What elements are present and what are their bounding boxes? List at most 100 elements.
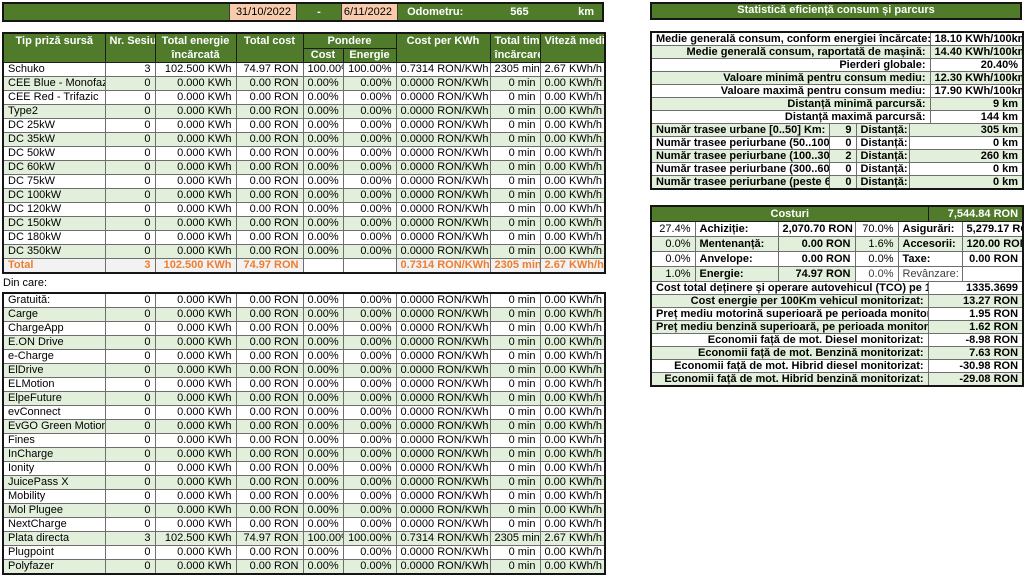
cell-time: 0 min: [489, 503, 541, 518]
cost-pct-b: 70.0%: [854, 220, 899, 237]
cell-sessions: 0: [104, 419, 156, 434]
provider-row: E.ON Drive 0 0.000 KWh 0.00 RON 0.00% 0.…: [2, 335, 606, 350]
summary-row-label: Economii față de mot. Hibrid benzină mon…: [650, 371, 929, 386]
cell-cost: 0.00 RON: [235, 104, 304, 119]
source-table-row: DC 50kW 0 0.000 KWh 0.00 RON 0.00% 0.00%…: [2, 146, 606, 161]
total-cost: 74.97 RON: [235, 258, 304, 274]
total-speed: 2.67 KWh/h: [539, 258, 606, 274]
cost-label-a: Achiziție:: [694, 220, 779, 237]
cell-source-name: DC 100kW: [2, 188, 106, 203]
cost-label-b: Accesorii:: [897, 235, 963, 252]
cell-speed: 0.00 KWh/h: [539, 363, 606, 378]
costs-header: Costuri 7,544.84 RON: [650, 205, 1024, 222]
cell-source-name: Type2: [2, 104, 106, 119]
provider-row: InCharge 0 0.000 KWh 0.00 RON 0.00% 0.00…: [2, 447, 606, 462]
cell-pct-energy: 0.00%: [342, 335, 397, 350]
cell-energy: 102.500 KWh: [154, 62, 237, 77]
provider-row: Polyfazer 0 0.000 KWh 0.00 RON 0.00% 0.0…: [2, 559, 606, 575]
cell-energy: 0.000 KWh: [154, 363, 237, 378]
cell-speed: 0.00 KWh/h: [539, 160, 606, 175]
cell-speed: 0.00 KWh/h: [539, 321, 606, 336]
provider-row: Gratuită: 0 0.000 KWh 0.00 RON 0.00% 0.0…: [2, 292, 606, 308]
header-total-time: Total timp încărcare: [489, 32, 541, 63]
date-to-cell[interactable]: 6/11/2022: [341, 4, 398, 20]
header-pondere-energy: Energie: [342, 48, 397, 63]
cell-cost: 0.00 RON: [235, 545, 304, 560]
date-from-cell[interactable]: 31/10/2022: [229, 4, 297, 20]
summary-row-value: 13.27 RON: [927, 293, 1024, 308]
cell-time: 0 min: [489, 419, 541, 434]
cell-pct-energy: 0.00%: [342, 244, 397, 259]
cell-speed: 0.00 KWh/h: [539, 517, 606, 532]
cell-pct-cost: 0.00%: [302, 545, 344, 560]
cost-value-b: 5,279.17 RON: [961, 220, 1024, 237]
cell-pct-energy: 0.00%: [342, 461, 397, 476]
cell-pct-cost: 0.00%: [302, 503, 344, 518]
stats-row: Valoare minimă pentru consum mediu: 12.3…: [650, 71, 1024, 85]
cell-provider-name: Plata directa: [2, 531, 106, 546]
cell-pct-cost: 0.00%: [302, 292, 344, 308]
cell-sessions: 0: [104, 335, 156, 350]
cell-time: 0 min: [489, 433, 541, 448]
total-row-body: Total 3 102.500 KWh 74.97 RON 0.7314 RON…: [2, 258, 606, 274]
cell-time: 0 min: [489, 349, 541, 364]
cell-time: 0 min: [489, 559, 541, 575]
cost-breakdown-row: 0.0% Mentenanță: 0.00 RON 1.6% Accesorii…: [650, 235, 1024, 252]
topbar-spacer: [4, 4, 229, 20]
total-row: Total 3 102.500 KWh 74.97 RON 0.7314 RON…: [2, 258, 606, 274]
cell-speed: 0.00 KWh/h: [539, 118, 606, 133]
cell-cost-per-kwh: 0.7314 RON/KWh: [395, 62, 491, 77]
cell-speed: 0.00 KWh/h: [539, 292, 606, 308]
header-total-time-line2: încărcare: [494, 49, 541, 61]
cell-energy: 0.000 KWh: [154, 230, 237, 245]
provider-row: evConnect 0 0.000 KWh 0.00 RON 0.00% 0.0…: [2, 405, 606, 420]
cost-value-a: 0.00 RON: [777, 235, 856, 252]
cell-cost-per-kwh: 0.0000 RON/KWh: [395, 559, 491, 575]
cell-energy: 0.000 KWh: [154, 104, 237, 119]
provider-row: JuicePass X 0 0.000 KWh 0.00 RON 0.00% 0…: [2, 475, 606, 490]
total-cost-per-kwh: 0.7314 RON/KWh: [395, 258, 491, 274]
cell-pct-energy: 0.00%: [342, 405, 397, 420]
stats-row: Medie generală consum, conform energiei …: [650, 31, 1024, 46]
total-pct-energy: [342, 258, 397, 274]
cell-energy: 0.000 KWh: [154, 405, 237, 420]
cell-time: 0 min: [489, 216, 541, 231]
cell-energy: 0.000 KWh: [154, 118, 237, 133]
cell-cost: 0.00 RON: [235, 559, 304, 575]
source-table-row: DC 35kW 0 0.000 KWh 0.00 RON 0.00% 0.00%…: [2, 132, 606, 147]
provider-row: Plugpoint 0 0.000 KWh 0.00 RON 0.00% 0.0…: [2, 545, 606, 560]
cell-pct-cost: 100.00%: [302, 62, 344, 77]
cost-value-a: 74.97 RON: [777, 265, 856, 282]
provider-row: Fines 0 0.000 KWh 0.00 RON 0.00% 0.00% 0…: [2, 433, 606, 448]
cell-source-name: DC 180kW: [2, 230, 106, 245]
cost-label-b: Taxe:: [897, 250, 963, 267]
stats-row-label: Distanță minimă parcursă:: [650, 97, 931, 111]
stats-row-value: 14.40 KWh/100km: [929, 45, 1024, 59]
trip-row-label: Număr trasee periurbane (peste 600 Km):: [650, 175, 830, 190]
cell-pct-energy: 100.00%: [342, 531, 397, 546]
cell-speed: 0.00 KWh/h: [539, 461, 606, 476]
cell-cost-per-kwh: 0.0000 RON/KWh: [395, 405, 491, 420]
summary-row-value: 7.63 RON: [927, 345, 1024, 360]
cell-source-name: DC 50kW: [2, 146, 106, 161]
cell-cost: 0.00 RON: [235, 349, 304, 364]
header-total-energy-line2: încărcată: [171, 49, 220, 61]
cell-cost: 0.00 RON: [235, 489, 304, 504]
cell-pct-energy: 0.00%: [342, 419, 397, 434]
cell-pct-energy: 0.00%: [342, 433, 397, 448]
trip-count-row: Număr trasee periurbane (300..600] Km: 0…: [650, 162, 1024, 176]
cell-energy: 0.000 KWh: [154, 160, 237, 175]
cost-label-a: Mentenanță:: [694, 235, 779, 252]
stats-row-value: 12.30 KWh/100km: [929, 71, 1024, 85]
stats-row: Distanță maximă parcursă: 144 km: [650, 110, 1024, 124]
cell-speed: 0.00 KWh/h: [539, 174, 606, 189]
cell-cost: 0.00 RON: [235, 118, 304, 133]
trip-count-row: Număr trasee periurbane (100..300] Km: 2…: [650, 149, 1024, 163]
cell-energy: 0.000 KWh: [154, 545, 237, 560]
cell-energy: 0.000 KWh: [154, 391, 237, 406]
odometer-value[interactable]: 565: [510, 6, 529, 18]
cell-energy: 0.000 KWh: [154, 517, 237, 532]
cell-pct-cost: 0.00%: [302, 517, 344, 532]
cell-time: 0 min: [489, 146, 541, 161]
cost-label-b: Revânzare:: [897, 265, 963, 282]
